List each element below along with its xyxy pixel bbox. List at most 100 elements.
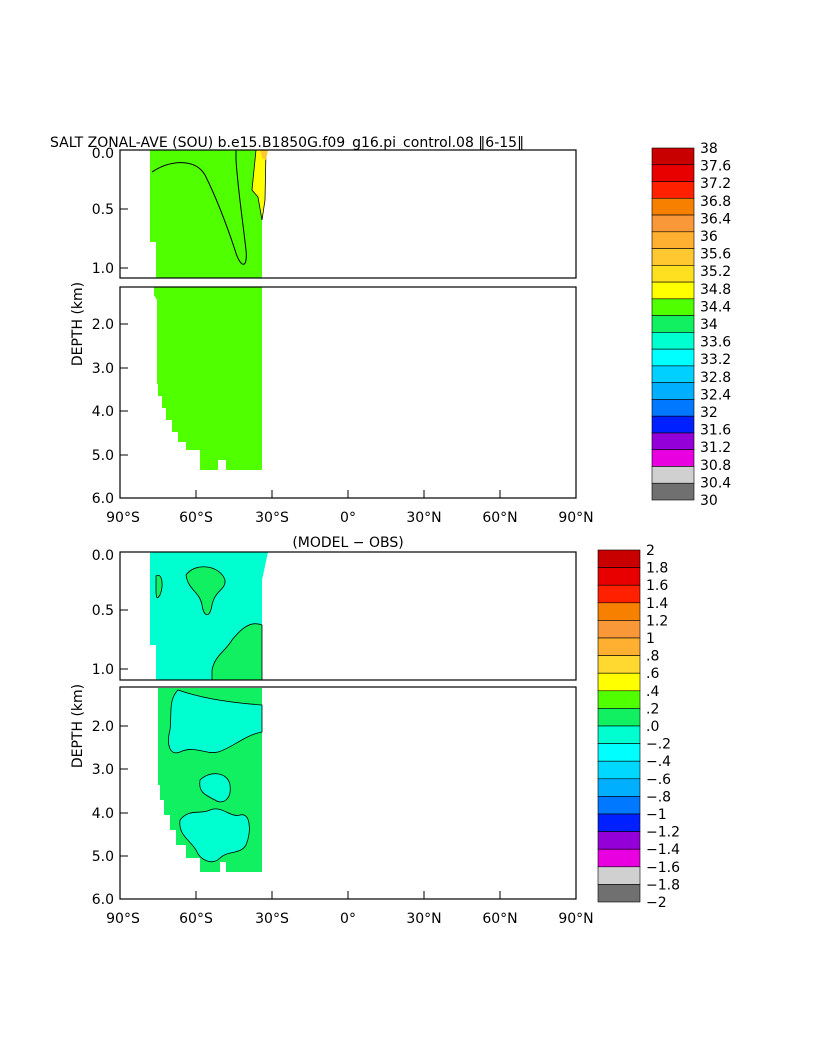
colorbar-label: −1.2 xyxy=(646,825,680,841)
colorbar-swatch xyxy=(597,884,641,903)
x-tick-label: 0° xyxy=(340,911,356,927)
colorbar-label: 1.6 xyxy=(646,578,668,594)
colorbar-label: 34.4 xyxy=(700,299,731,315)
colorbar-swatch xyxy=(651,449,695,467)
colorbar-swatch xyxy=(597,813,641,832)
colorbar-label: 38 xyxy=(700,141,718,157)
colorbar-label: 34 xyxy=(700,317,718,333)
colorbar-swatch xyxy=(651,164,695,182)
colorbar-swatch xyxy=(597,584,641,604)
y-tick-label: 0.0 xyxy=(92,548,114,564)
colorbar-swatch xyxy=(597,778,641,797)
colorbar-label: .6 xyxy=(646,666,659,682)
colorbar-swatch xyxy=(597,602,641,621)
y-tick-label: 3.0 xyxy=(92,361,114,377)
salinity-lower-green xyxy=(154,287,262,470)
colorbar-swatch xyxy=(651,466,695,484)
panel-model-minus-obs: (MODEL − OBS) 0.0 0.5 1.0 2.0 3.0 xyxy=(70,535,680,927)
colorbar-swatch xyxy=(651,265,695,283)
x-tick-label: 30°N xyxy=(406,911,441,927)
colorbar-swatch xyxy=(651,332,695,350)
x-tick-label: 60°N xyxy=(482,510,517,526)
colorbar-swatch xyxy=(597,567,641,586)
x-tick-label: 0° xyxy=(340,510,356,526)
chart-title: (MODEL − OBS) xyxy=(292,535,403,551)
y-tick-label: 6.0 xyxy=(92,892,114,908)
y-axis-label: DEPTH (km) xyxy=(70,684,86,768)
anomaly-lower-field xyxy=(158,688,263,872)
colorbar-swatch xyxy=(597,725,641,744)
anomaly-lower-cyan-band xyxy=(168,689,263,754)
y-tick-label: 5.0 xyxy=(92,448,114,464)
colorbar-swatch xyxy=(651,248,695,266)
salinity-lower-field xyxy=(154,287,262,470)
colorbar-label: 36.8 xyxy=(700,194,731,210)
colorbar-swatch xyxy=(597,690,641,709)
colorbar-label: −1.8 xyxy=(646,877,680,893)
y-tick-label: 2.0 xyxy=(92,719,114,735)
colorbar-swatch xyxy=(651,147,695,166)
x-tick-label: 90°S xyxy=(106,911,140,927)
colorbar-swatch xyxy=(597,708,641,727)
colorbar-label: 1.2 xyxy=(646,613,668,629)
colorbar-swatch xyxy=(651,315,695,333)
x-tick-label: 30°S xyxy=(255,911,289,927)
colorbar-swatch xyxy=(597,549,641,568)
x-tick-label: 90°N xyxy=(558,510,593,526)
colorbar-swatch xyxy=(651,482,695,501)
x-tick-label: 90°S xyxy=(106,510,140,526)
salinity-y-ticks: 0.0 0.5 1.0 2.0 3.0 4.0 5.0 6.0 xyxy=(92,146,128,507)
x-tick-label: 30°N xyxy=(406,510,441,526)
y-axis-label: DEPTH (km) xyxy=(70,282,86,366)
colorbar-label: 31.6 xyxy=(700,423,731,439)
y-tick-label: 5.0 xyxy=(92,849,114,865)
y-tick-label: 1.0 xyxy=(92,261,114,277)
colorbar-swatch xyxy=(651,298,695,316)
colorbar-swatch xyxy=(597,637,641,656)
colorbar-swatch xyxy=(651,281,695,300)
colorbar-label: .0 xyxy=(646,719,659,735)
colorbar-label: .4 xyxy=(646,684,659,700)
colorbar-swatch xyxy=(651,399,695,417)
colorbar-swatch xyxy=(597,760,641,780)
colorbar-label: .2 xyxy=(646,701,659,717)
y-tick-label: 0.5 xyxy=(92,202,114,218)
anomaly-upper-green-patch xyxy=(185,566,226,616)
anomaly-lower-cyan-bottom xyxy=(179,808,250,863)
colorbar-label: −2 xyxy=(646,895,667,911)
colorbar-label: 32.8 xyxy=(700,370,731,386)
colorbar-label: 32 xyxy=(700,405,718,421)
colorbar-label: 34.8 xyxy=(700,282,731,298)
colorbar-label: 2 xyxy=(646,543,655,559)
anomaly-x-ticks: 90°S 60°S 30°S 0° 30°N 60°N 90°N xyxy=(106,891,594,927)
x-tick-label: 60°S xyxy=(179,911,213,927)
colorbar-label: 30.4 xyxy=(700,475,731,491)
colorbar-label: −1.4 xyxy=(646,842,680,858)
anomaly-upper-green-right xyxy=(211,623,263,681)
colorbar-label: 32.4 xyxy=(700,387,731,403)
colorbar-label: 31.2 xyxy=(700,440,731,456)
colorbar-label: 1.8 xyxy=(646,561,668,577)
colorbar-label: −.8 xyxy=(646,789,671,805)
colorbar-swatch xyxy=(651,415,695,434)
colorbar-swatch xyxy=(597,672,641,692)
anomaly-colorbar: 21.81.61.41.21.8.6.4.2.0−.2−.4−.6−.8−1−1… xyxy=(597,543,680,911)
colorbar-swatch xyxy=(597,848,641,868)
colorbar-swatch xyxy=(597,743,641,762)
colorbar-swatch xyxy=(651,365,695,383)
colorbar-label: −1 xyxy=(646,807,667,823)
colorbar-label: −.4 xyxy=(646,754,671,770)
colorbar-swatch xyxy=(651,348,695,367)
salinity-upper-green xyxy=(150,150,262,278)
colorbar-swatch xyxy=(651,214,695,233)
colorbar-label: 36 xyxy=(700,229,718,245)
colorbar-swatch xyxy=(651,197,695,216)
colorbar-swatch xyxy=(651,432,695,451)
panel-salinity: SALT ZONAL-AVE (SOU) b.e15.B1850G.f09_g1… xyxy=(50,135,731,526)
salinity-x-ticks: 90°S 60°S 30°S 0° 30°N 60°N 90°N xyxy=(106,490,594,526)
colorbar-label: −.2 xyxy=(646,737,671,753)
salinity-colorbar: 38 37.637.2 36.836.4 36 35.635.2 34.834.4 34 33… xyxy=(651,141,731,509)
y-tick-label: 6.0 xyxy=(92,491,114,507)
colorbar-swatch xyxy=(597,620,641,639)
